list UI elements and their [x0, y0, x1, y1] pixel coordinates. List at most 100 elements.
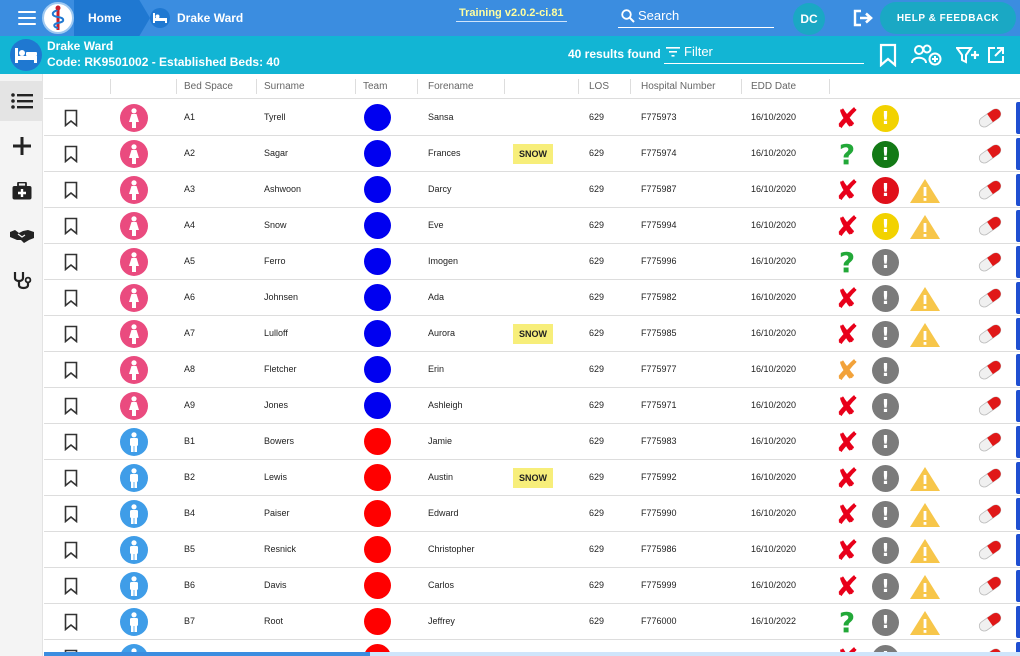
filter-input[interactable]: Filter: [664, 42, 864, 64]
question-icon[interactable]: ?: [838, 605, 856, 639]
warning-triangle-icon[interactable]: [908, 609, 942, 637]
table-row[interactable]: A3 Ashwoon Darcy 629 F775987 16/10/2020 ✘!: [44, 172, 1020, 208]
cross-icon[interactable]: ✘: [835, 281, 859, 315]
male-patient-icon[interactable]: [120, 464, 148, 492]
medication-pill-icon[interactable]: [976, 322, 1004, 346]
plus-icon[interactable]: [0, 126, 43, 166]
cross-icon[interactable]: ✘: [835, 317, 859, 351]
app-logo[interactable]: [42, 2, 74, 34]
cross-icon[interactable]: ✘: [835, 173, 859, 207]
female-patient-icon[interactable]: [120, 392, 148, 420]
alert-grey-icon[interactable]: !: [872, 285, 899, 312]
flag-badge[interactable]: SNOW: [513, 468, 553, 488]
bookmark-icon[interactable]: [64, 109, 78, 128]
horizontal-scrollbar[interactable]: [44, 652, 1020, 656]
col-los[interactable]: LOS: [589, 81, 610, 92]
alert-grey-icon[interactable]: !: [872, 357, 899, 384]
col-team[interactable]: Team: [363, 81, 388, 92]
female-patient-icon[interactable]: [120, 284, 148, 312]
table-row[interactable]: B4 Paiser Edward 629 F775990 16/10/2020 ✘!: [44, 496, 1020, 532]
bookmark-icon[interactable]: [64, 613, 78, 632]
medication-pill-icon[interactable]: [976, 430, 1004, 454]
alert-grey-icon[interactable]: !: [872, 249, 899, 276]
alert-grey-icon[interactable]: !: [872, 645, 899, 652]
user-avatar[interactable]: DC: [793, 3, 825, 35]
table-row[interactable]: A7 Lulloff Aurora SNOW 629 F775985 16/10/2020 ✘…: [44, 316, 1020, 352]
flag-badge[interactable]: SNOW: [513, 324, 553, 344]
medication-pill-icon[interactable]: [976, 574, 1004, 598]
bookmark-icon[interactable]: [64, 217, 78, 236]
medication-pill-icon[interactable]: [976, 538, 1004, 562]
alert-grey-icon[interactable]: !: [872, 573, 899, 600]
col-bed-space[interactable]: Bed Space: [184, 81, 233, 92]
export-icon[interactable]: [982, 41, 1010, 69]
alert-grey-icon[interactable]: !: [872, 321, 899, 348]
warning-triangle-icon[interactable]: [908, 321, 942, 349]
warning-triangle-icon[interactable]: [908, 465, 942, 493]
bookmark-icon[interactable]: [64, 469, 78, 488]
add-filter-icon[interactable]: [954, 41, 982, 69]
table-row[interactable]: A5 Ferro Imogen 629 F775996 16/10/2020?!: [44, 244, 1020, 280]
flag-badge[interactable]: SNOW: [513, 144, 553, 164]
alert-green-icon[interactable]: !: [872, 141, 899, 168]
female-patient-icon[interactable]: [120, 320, 148, 348]
cross-icon[interactable]: ✘: [835, 353, 859, 387]
warning-triangle-icon[interactable]: [908, 573, 942, 601]
table-row[interactable]: B2 Lewis Austin SNOW 629 F775992 16/10/2020 ✘!: [44, 460, 1020, 496]
menu-icon[interactable]: [18, 11, 36, 25]
bookmark-icon[interactable]: [64, 433, 78, 452]
medication-pill-icon[interactable]: [976, 178, 1004, 202]
question-icon[interactable]: ?: [838, 245, 856, 279]
male-patient-icon[interactable]: [120, 428, 148, 456]
cross-icon[interactable]: ✘: [835, 389, 859, 423]
logout-icon[interactable]: [852, 9, 874, 27]
alert-grey-icon[interactable]: !: [872, 609, 899, 636]
male-patient-icon[interactable]: [120, 536, 148, 564]
alert-grey-icon[interactable]: !: [872, 501, 899, 528]
medication-pill-icon[interactable]: [976, 286, 1004, 310]
table-row[interactable]: A8 Fletcher Erin 629 F775977 16/10/2020 ✘!: [44, 352, 1020, 388]
female-patient-icon[interactable]: [120, 248, 148, 276]
male-patient-icon[interactable]: [120, 608, 148, 636]
col-edd-date[interactable]: EDD Date: [751, 81, 797, 92]
medication-pill-icon[interactable]: [976, 466, 1004, 490]
bookmark-icon[interactable]: [64, 325, 78, 344]
search-input[interactable]: Search: [618, 4, 774, 28]
question-icon[interactable]: ?: [838, 137, 856, 171]
list-icon[interactable]: [0, 81, 43, 121]
alert-red-icon[interactable]: !: [872, 177, 899, 204]
cross-icon[interactable]: ✘: [835, 209, 859, 243]
handshake-icon[interactable]: [0, 216, 43, 256]
male-patient-icon[interactable]: [120, 644, 148, 652]
medication-pill-icon[interactable]: [976, 502, 1004, 526]
medication-pill-icon[interactable]: [976, 142, 1004, 166]
cross-icon[interactable]: ✘: [835, 533, 859, 567]
cross-icon[interactable]: ✘: [835, 101, 859, 135]
medication-pill-icon[interactable]: [976, 358, 1004, 382]
female-patient-icon[interactable]: [120, 104, 148, 132]
alert-yellow-icon[interactable]: !: [872, 213, 899, 240]
breadcrumb-home[interactable]: Home: [74, 0, 150, 36]
bookmark-icon[interactable]: [64, 181, 78, 200]
warning-triangle-icon[interactable]: [908, 177, 942, 205]
alert-yellow-icon[interactable]: !: [872, 105, 899, 132]
help-feedback-button[interactable]: HELP & FEEDBACK: [880, 2, 1016, 34]
cross-icon[interactable]: ✘: [835, 569, 859, 603]
scrollbar-thumb[interactable]: [44, 652, 370, 656]
stethoscope-icon[interactable]: [0, 261, 43, 301]
table-row[interactable]: B6 Davis Carlos 629 F775999 16/10/2020 ✘!: [44, 568, 1020, 604]
warning-triangle-icon[interactable]: [908, 285, 942, 313]
bookmark-icon[interactable]: [64, 505, 78, 524]
table-row[interactable]: ✘!: [44, 640, 1020, 652]
bookmark-icon[interactable]: [64, 361, 78, 380]
medication-pill-icon[interactable]: [976, 106, 1004, 130]
table-row[interactable]: A1 Tyrell Sansa 629 F775973 16/10/2020 ✘!: [44, 100, 1020, 136]
medication-pill-icon[interactable]: [976, 250, 1004, 274]
bookmark-icon[interactable]: [64, 397, 78, 416]
female-patient-icon[interactable]: [120, 356, 148, 384]
bookmark-icon[interactable]: [64, 145, 78, 164]
female-patient-icon[interactable]: [120, 212, 148, 240]
alert-grey-icon[interactable]: !: [872, 393, 899, 420]
medication-pill-icon[interactable]: [976, 214, 1004, 238]
medication-pill-icon[interactable]: [976, 394, 1004, 418]
